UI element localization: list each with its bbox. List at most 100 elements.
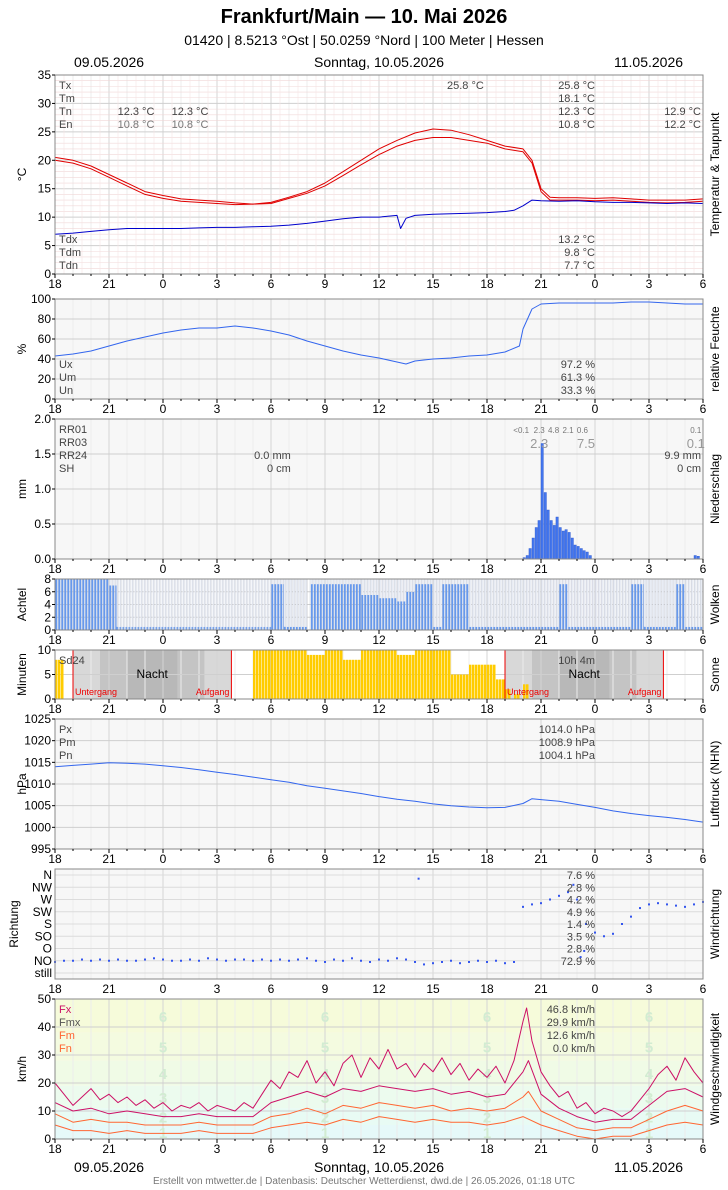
cloud-gap xyxy=(628,579,631,627)
cloud-gap xyxy=(544,579,547,627)
humidity-value: 61.3 % xyxy=(561,372,595,384)
cloud-gap xyxy=(595,579,598,627)
cloud-gap xyxy=(478,579,481,627)
cloud-gap xyxy=(289,579,292,627)
humidity-xtick-label: 21 xyxy=(102,402,116,416)
cloud-bar xyxy=(511,626,514,630)
cloud-bar xyxy=(682,584,685,630)
cloud-bar xyxy=(562,584,565,630)
cloud-gap xyxy=(328,579,331,585)
cloud-bar xyxy=(646,626,649,630)
beaufort-label: 2 xyxy=(483,1110,491,1127)
cloud-bar xyxy=(415,584,418,630)
cloud-gap xyxy=(274,579,277,585)
cloud-gap xyxy=(610,579,613,627)
sun-bar xyxy=(478,664,481,699)
humidity-ylabel: % xyxy=(15,343,29,354)
sun-bar xyxy=(493,664,496,699)
cloud-bar xyxy=(167,626,170,630)
tmax-line xyxy=(54,128,704,205)
dewpoint-line xyxy=(54,199,704,235)
cloud-bar xyxy=(520,626,523,630)
cloud-gap xyxy=(361,579,364,595)
wind-direction-point xyxy=(522,905,524,908)
temperature-value: 12.9 °C xyxy=(664,106,701,118)
temperature-value: 7.7 °C xyxy=(564,260,595,272)
humidity-xtick-label: 6 xyxy=(268,402,275,416)
cloud-gap xyxy=(188,579,191,627)
cloud-gap xyxy=(352,579,355,585)
temperature-legend-label: Tn xyxy=(59,106,72,118)
sun-bar xyxy=(283,650,286,699)
cloud-bar xyxy=(227,626,230,630)
humidity-xtick-label: 3 xyxy=(646,402,653,416)
wind-direction-category: O xyxy=(43,942,52,956)
cloud-bar xyxy=(463,584,466,630)
cloud-bar xyxy=(391,598,394,630)
cloud-bar xyxy=(58,579,61,630)
pressure-xtick-label: 0 xyxy=(592,852,599,866)
beaufort-label: 1 xyxy=(645,1125,653,1142)
wind-direction-point xyxy=(450,959,452,962)
sunshine-xtick-label: 21 xyxy=(534,702,548,716)
sunset-label: Untergang xyxy=(507,687,549,697)
cloud-gap xyxy=(673,579,676,627)
sun-bar xyxy=(346,659,349,699)
wind-direction-point xyxy=(189,958,191,961)
wind-direction-share: 1.4 % xyxy=(567,919,595,931)
cloud-gap xyxy=(209,579,212,627)
temperature-value: 25.8 °C xyxy=(558,80,595,92)
cloud-bar xyxy=(400,601,403,630)
temperature-ytick-label: 25 xyxy=(38,125,52,139)
cloud-bar xyxy=(313,584,316,630)
cloud-gap xyxy=(379,579,382,599)
cloud-gap xyxy=(502,579,505,627)
wind-direction-point xyxy=(63,959,65,962)
cloud-bar xyxy=(152,626,155,630)
temperature-xtick-label: 18 xyxy=(48,277,62,291)
wind-direction-point xyxy=(369,960,371,963)
temperature-xtick-label: 9 xyxy=(322,277,329,291)
precip-bar xyxy=(543,492,547,560)
temperature-legend-label: Tx xyxy=(59,80,72,92)
cloud-gap xyxy=(376,579,379,595)
pressure-ytick-label: 1025 xyxy=(24,712,51,726)
wind-direction-category: NW xyxy=(32,880,53,894)
humidity-xtick-label: 0 xyxy=(592,402,599,416)
wind-direction-point xyxy=(234,958,236,961)
cloud-bar xyxy=(70,579,73,630)
clouds-xtick-label: 18 xyxy=(480,633,494,647)
cloud-gap xyxy=(173,579,176,627)
pressure-side-label: Luftdruck (NHN) xyxy=(708,741,722,828)
precipitation-value: 0 cm xyxy=(677,463,701,475)
cloud-bar xyxy=(661,626,664,630)
cloud-bar xyxy=(496,626,499,630)
clouds-ytick-label: 8 xyxy=(44,572,51,586)
sun-bar xyxy=(475,664,478,699)
precip-hourly-label: 2.3 xyxy=(534,426,546,435)
date-center: Sonntag, 10.05.2026 xyxy=(314,54,445,70)
sun-bar xyxy=(499,679,502,699)
cloud-bar xyxy=(146,626,149,630)
wind_direction-xtick-label: 6 xyxy=(700,982,707,996)
cloud-bar xyxy=(218,626,221,630)
cloud-gap xyxy=(460,579,463,585)
wind-direction-point xyxy=(387,959,389,962)
cloud-gap xyxy=(529,579,532,627)
cloud-bar xyxy=(673,626,676,630)
cloud-bar xyxy=(571,626,574,630)
night-label: Nacht xyxy=(569,667,601,681)
cloud-gap xyxy=(391,579,394,599)
wind-direction-point xyxy=(81,958,83,961)
cloud-gap xyxy=(277,579,280,585)
cloud-gap xyxy=(685,579,688,627)
sun-bar xyxy=(364,650,367,699)
precip-bar xyxy=(528,548,532,560)
cloud-gap xyxy=(469,579,472,627)
humidity-ytick-label: 20 xyxy=(38,372,52,386)
cloud-gap xyxy=(691,579,694,627)
cloud-bar xyxy=(82,579,85,630)
cloud-bar xyxy=(601,626,604,630)
wind_speed-xtick-label: 21 xyxy=(534,1142,548,1156)
